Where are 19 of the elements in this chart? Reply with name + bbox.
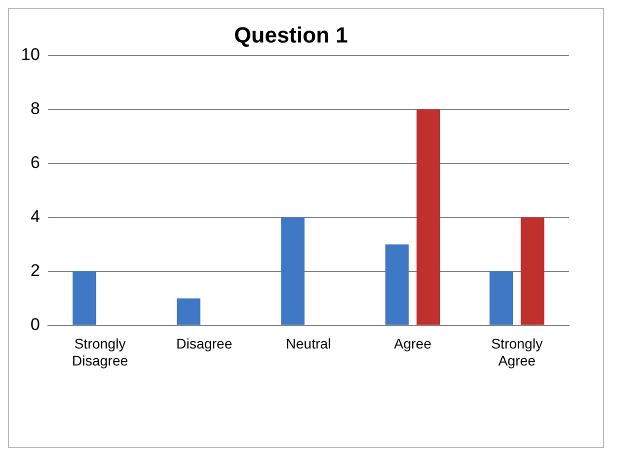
x-tick-label: Disagree — [176, 336, 232, 352]
y-tick-label: 8 — [30, 99, 40, 118]
bar — [176, 298, 200, 325]
y-tick-label: 2 — [30, 261, 40, 280]
bar — [490, 271, 513, 325]
bar — [281, 217, 305, 325]
y-tick-label: 0 — [30, 315, 40, 334]
x-tick-label: Agree — [394, 336, 432, 352]
y-tick-label: 10 — [20, 45, 40, 64]
bar — [416, 109, 440, 325]
x-tick-label: Strongly Disagree — [72, 336, 128, 368]
x-tick-label: Neutral — [286, 336, 332, 352]
bar — [520, 217, 544, 325]
chart-title: Question 1 — [234, 22, 348, 48]
y-tick-label: 6 — [30, 153, 40, 172]
bar — [72, 271, 96, 325]
bar — [385, 244, 409, 325]
y-tick-label: 4 — [30, 207, 40, 226]
x-tick-label: Strongly Agree — [491, 336, 543, 368]
